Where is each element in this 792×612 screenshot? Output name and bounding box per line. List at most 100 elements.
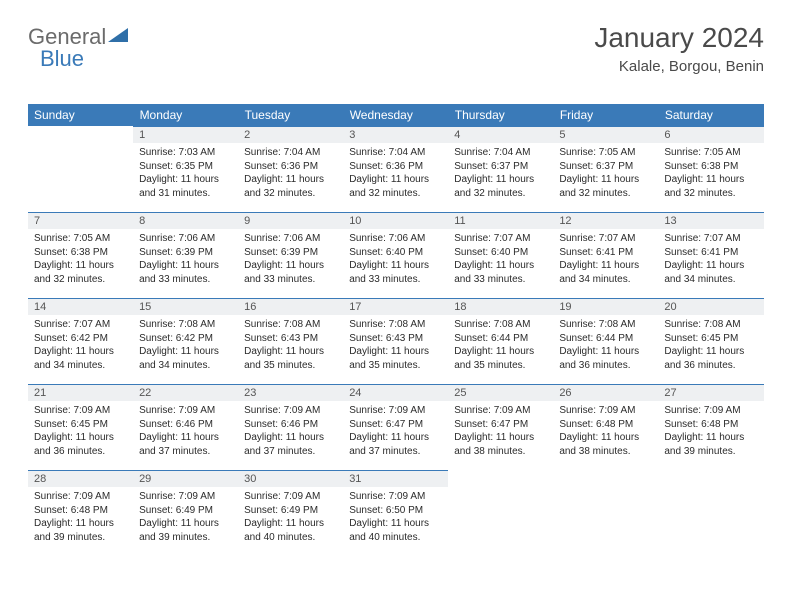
sunset-line: Sunset: 6:44 PM — [559, 333, 633, 344]
day-details: Sunrise: 7:07 AMSunset: 6:41 PMDaylight:… — [658, 229, 763, 290]
daylight-line: Daylight: 11 hours and 34 minutes. — [34, 346, 114, 371]
day-details: Sunrise: 7:04 AMSunset: 6:36 PMDaylight:… — [343, 143, 448, 204]
weekday-header: Friday — [553, 104, 658, 126]
day-details: Sunrise: 7:09 AMSunset: 6:47 PMDaylight:… — [343, 401, 448, 462]
logo-triangle-icon — [108, 24, 128, 50]
calendar-cell: 27Sunrise: 7:09 AMSunset: 6:48 PMDayligh… — [658, 384, 763, 470]
sunset-line: Sunset: 6:44 PM — [454, 333, 528, 344]
sunset-line: Sunset: 6:42 PM — [34, 333, 108, 344]
day-details: Sunrise: 7:09 AMSunset: 6:49 PMDaylight:… — [133, 487, 238, 548]
sunrise-line: Sunrise: 7:08 AM — [664, 319, 740, 330]
day-number: 26 — [553, 384, 658, 401]
day-number: 29 — [133, 470, 238, 487]
sunset-line: Sunset: 6:47 PM — [454, 419, 528, 430]
daylight-line: Daylight: 11 hours and 34 minutes. — [139, 346, 219, 371]
day-number: 7 — [28, 212, 133, 229]
calendar-cell: 12Sunrise: 7:07 AMSunset: 6:41 PMDayligh… — [553, 212, 658, 298]
sunrise-line: Sunrise: 7:09 AM — [664, 405, 740, 416]
calendar-cell: 8Sunrise: 7:06 AMSunset: 6:39 PMDaylight… — [133, 212, 238, 298]
day-number: 16 — [238, 298, 343, 315]
sunrise-line: Sunrise: 7:07 AM — [559, 233, 635, 244]
calendar-cell: 10Sunrise: 7:06 AMSunset: 6:40 PMDayligh… — [343, 212, 448, 298]
sunrise-line: Sunrise: 7:07 AM — [34, 319, 110, 330]
weekday-header: Tuesday — [238, 104, 343, 126]
calendar-body: 1Sunrise: 7:03 AMSunset: 6:35 PMDaylight… — [28, 126, 764, 556]
day-number: 18 — [448, 298, 553, 315]
sunrise-line: Sunrise: 7:09 AM — [139, 405, 215, 416]
daylight-line: Daylight: 11 hours and 35 minutes. — [454, 346, 534, 371]
sunrise-line: Sunrise: 7:08 AM — [349, 319, 425, 330]
daylight-line: Daylight: 11 hours and 38 minutes. — [454, 432, 534, 457]
sunrise-line: Sunrise: 7:09 AM — [349, 491, 425, 502]
weekday-header: Wednesday — [343, 104, 448, 126]
calendar-row: 14Sunrise: 7:07 AMSunset: 6:42 PMDayligh… — [28, 298, 764, 384]
calendar-row: 1Sunrise: 7:03 AMSunset: 6:35 PMDaylight… — [28, 126, 764, 212]
sunset-line: Sunset: 6:37 PM — [559, 161, 633, 172]
day-details: Sunrise: 7:09 AMSunset: 6:46 PMDaylight:… — [238, 401, 343, 462]
page-title: January 2024 — [594, 22, 764, 54]
daylight-line: Daylight: 11 hours and 39 minutes. — [34, 518, 114, 543]
sunset-line: Sunset: 6:48 PM — [34, 505, 108, 516]
day-details: Sunrise: 7:08 AM Sunset: 6:44 PM Daylight:… — [553, 315, 658, 376]
daylight-line: Daylight: 11 hours and 33 minutes. — [244, 260, 324, 285]
day-number: 13 — [658, 212, 763, 229]
daylight-line: Daylight: 11 hours and 35 minutes. — [244, 346, 324, 371]
day-details: Sunrise: 7:08 AMSunset: 6:45 PMDaylight:… — [658, 315, 763, 376]
daylight-line: Daylight: 11 hours and 31 minutes. — [139, 174, 219, 199]
sunrise-line: Sunrise: 7:08 AM — [244, 319, 320, 330]
day-number: 10 — [343, 212, 448, 229]
sunset-line: Sunset: 6:43 PM — [244, 333, 318, 344]
calendar-cell: 21Sunrise: 7:09 AMSunset: 6:45 PMDayligh… — [28, 384, 133, 470]
sunrise-line: Sunrise: 7:06 AM — [349, 233, 425, 244]
day-details: Sunrise: 7:04 AMSunset: 6:36 PMDaylight:… — [238, 143, 343, 204]
sunrise-line: Sunrise: 7:05 AM — [34, 233, 110, 244]
day-number: 2 — [238, 126, 343, 143]
sunrise-line: Sunrise: 7:08 AM — [454, 319, 530, 330]
sunset-line: Sunset: 6:42 PM — [139, 333, 213, 344]
day-number: 5 — [553, 126, 658, 143]
day-details: Sunrise: 7:09 AMSunset: 6:48 PMDaylight:… — [553, 401, 658, 462]
sunset-line: Sunset: 6:37 PM — [454, 161, 528, 172]
day-details: Sunrise: 7:09 AM Sunset: 6:48 PM Daylight:… — [28, 487, 133, 548]
sunrise-line: Sunrise: 7:09 AM — [139, 491, 215, 502]
day-details: Sunrise: 7:08 AMSunset: 6:42 PMDaylight:… — [133, 315, 238, 376]
sunrise-line: Sunrise: 7:07 AM — [454, 233, 530, 244]
calendar-cell: 3Sunrise: 7:04 AMSunset: 6:36 PMDaylight… — [343, 126, 448, 212]
daylight-line: Daylight: 11 hours and 32 minutes. — [244, 174, 324, 199]
sunrise-line: Sunrise: 7:04 AM — [454, 147, 530, 158]
day-number: 15 — [133, 298, 238, 315]
sunset-line: Sunset: 6:50 PM — [349, 505, 423, 516]
day-details: Sunrise: 7:08 AM Sunset: 6:43 PM Daylight:… — [238, 315, 343, 376]
day-details: Sunrise: 7:07 AMSunset: 6:40 PMDaylight:… — [448, 229, 553, 290]
daylight-line: Daylight: 11 hours and 37 minutes. — [139, 432, 219, 457]
daylight-line: Daylight: 11 hours and 40 minutes. — [244, 518, 324, 543]
calendar-cell: 22Sunrise: 7:09 AMSunset: 6:46 PMDayligh… — [133, 384, 238, 470]
sunset-line: Sunset: 6:38 PM — [664, 161, 738, 172]
calendar-cell: 26Sunrise: 7:09 AMSunset: 6:48 PMDayligh… — [553, 384, 658, 470]
calendar-cell — [448, 470, 553, 556]
sunrise-line: Sunrise: 7:05 AM — [559, 147, 635, 158]
day-details: Sunrise: 7:09 AM Sunset: 6:50 PM Daylight:… — [343, 487, 448, 548]
daylight-line: Daylight: 11 hours and 36 minutes. — [34, 432, 114, 457]
sunrise-line: Sunrise: 7:08 AM — [559, 319, 635, 330]
weekday-header-row: Sunday Monday Tuesday Wednesday Thursday… — [28, 104, 764, 126]
sunrise-line: Sunrise: 7:09 AM — [34, 405, 110, 416]
location: Kalale, Borgou, Benin — [594, 58, 764, 75]
calendar-cell: 1Sunrise: 7:03 AMSunset: 6:35 PMDaylight… — [133, 126, 238, 212]
daylight-line: Daylight: 11 hours and 32 minutes. — [349, 174, 429, 199]
calendar-cell: 5Sunrise: 7:05 AMSunset: 6:37 PMDaylight… — [553, 126, 658, 212]
day-number: 30 — [238, 470, 343, 487]
daylight-line: Daylight: 11 hours and 40 minutes. — [349, 518, 429, 543]
sunset-line: Sunset: 6:39 PM — [244, 247, 318, 258]
day-number: 17 — [343, 298, 448, 315]
calendar-cell: 16 Sunrise: 7:08 AM Sunset: 6:43 PM Dayligh… — [238, 298, 343, 384]
sunset-line: Sunset: 6:48 PM — [664, 419, 738, 430]
daylight-line: Daylight: 11 hours and 32 minutes. — [664, 174, 744, 199]
sunset-line: Sunset: 6:36 PM — [244, 161, 318, 172]
day-details: Sunrise: 7:08 AM Sunset: 6:44 PM Daylight:… — [448, 315, 553, 376]
sunrise-line: Sunrise: 7:09 AM — [454, 405, 530, 416]
sunrise-line: Sunrise: 7:09 AM — [34, 491, 110, 502]
day-number: 20 — [658, 298, 763, 315]
day-number: 12 — [553, 212, 658, 229]
daylight-line: Daylight: 11 hours and 36 minutes. — [559, 346, 639, 371]
